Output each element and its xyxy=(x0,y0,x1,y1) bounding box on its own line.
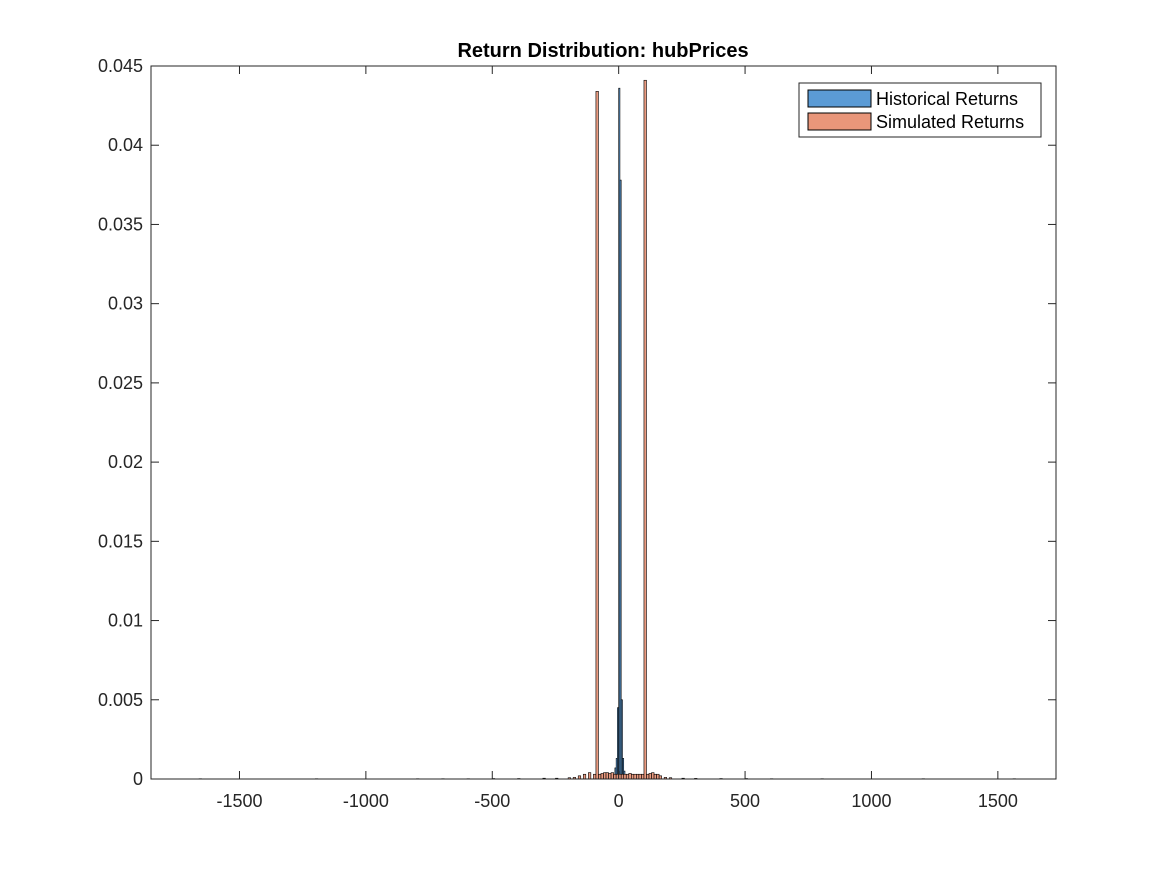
x-tick-label: 0 xyxy=(614,791,624,811)
y-tick-label: 0.02 xyxy=(108,452,143,472)
bar-simulated xyxy=(593,773,597,780)
plot-area-border xyxy=(150,65,1057,780)
legend-label-historical: Historical Returns xyxy=(876,89,1018,109)
bar-simulated xyxy=(610,772,614,780)
bar-simulated xyxy=(625,773,630,780)
bar-simulated xyxy=(641,773,645,780)
bar-simulated xyxy=(633,773,637,780)
legend-swatch-historical xyxy=(807,89,872,108)
bar-simulated xyxy=(651,772,655,780)
bar-simulated xyxy=(631,773,635,780)
bar-simulated xyxy=(608,773,612,780)
bar-simulated xyxy=(628,773,632,780)
chart-title: Return Distribution: hubPrices xyxy=(457,40,748,62)
bar-simulated xyxy=(653,773,657,780)
bar-simulated xyxy=(605,772,609,780)
bar-simulated xyxy=(600,773,604,780)
x-axis-ticks: -1500 -1000 -500 0 500 1000 1500 xyxy=(216,66,1018,811)
bar-simulated xyxy=(623,773,627,780)
y-tick-label: 0.03 xyxy=(108,294,143,314)
bar-simulated xyxy=(582,773,587,780)
y-tick-label: 0 xyxy=(133,769,143,789)
x-tick-label: 500 xyxy=(730,791,760,811)
y-tick-label: 0.015 xyxy=(98,531,143,551)
x-tick-label: 1500 xyxy=(978,791,1018,811)
bar-simulated xyxy=(598,773,602,780)
y-tick-label: 0.005 xyxy=(98,690,143,710)
bar-simulated xyxy=(595,91,599,780)
bar-simulated xyxy=(648,773,652,780)
y-tick-label: 0.01 xyxy=(108,611,143,631)
bar-simulated xyxy=(638,773,642,780)
axes: -1500 -1000 -500 0 500 1000 1500 0 0.005 0.01 0.0… xyxy=(98,56,1057,811)
bar-simulated xyxy=(636,773,640,780)
y-tick-label: 0.035 xyxy=(98,214,143,234)
bar-simulated xyxy=(620,773,625,780)
y-tick-label: 0.025 xyxy=(98,373,143,393)
bar-simulated xyxy=(643,79,647,780)
x-tick-label: -1500 xyxy=(216,791,262,811)
bar-simulated xyxy=(613,773,617,780)
legend-label-simulated: Simulated Returns xyxy=(876,112,1024,132)
legend: Historical Returns Simulated Returns xyxy=(798,82,1042,138)
x-tick-label: 1000 xyxy=(851,791,891,811)
legend-swatch-simulated xyxy=(807,112,872,131)
x-tick-label: -500 xyxy=(474,791,510,811)
y-tick-label: 0.045 xyxy=(98,56,143,76)
y-axis-ticks: 0 0.005 0.01 0.015 0.02 0.025 0.03 0.035 0.04 0.0… xyxy=(98,56,1056,789)
bar-simulated xyxy=(646,773,650,780)
bar-simulated xyxy=(603,772,607,780)
x-tick-label: -1000 xyxy=(343,791,389,811)
bar-simulated xyxy=(656,773,660,780)
y-tick-label: 0.04 xyxy=(108,135,143,155)
bar-simulated xyxy=(588,772,592,780)
bar-historical xyxy=(619,179,622,780)
